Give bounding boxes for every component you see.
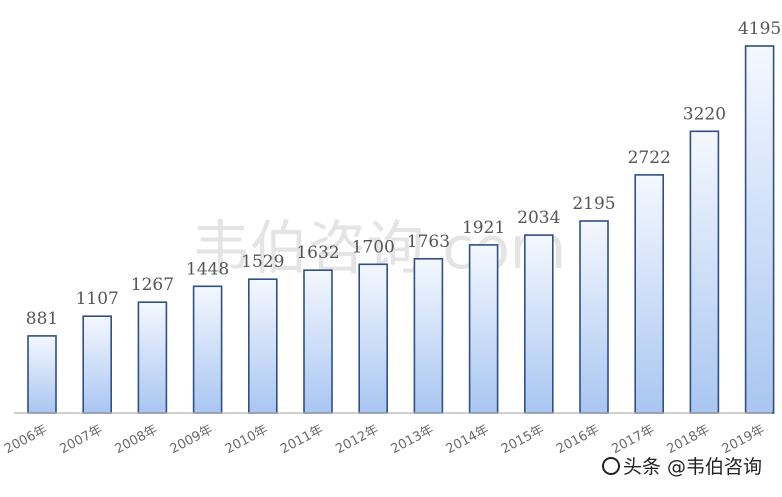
bar-2012年 <box>358 263 389 414</box>
bar-2008年 <box>137 301 168 414</box>
bar-2018年 <box>689 130 720 414</box>
x-tick-label: 2015年 <box>499 422 547 457</box>
value-label: 881 <box>26 309 58 329</box>
x-tick-label: 2013年 <box>389 422 437 457</box>
x-tick-label: 2006年 <box>2 422 50 457</box>
x-tick-label: 2018年 <box>665 422 713 457</box>
bar-2019年 <box>744 45 775 414</box>
x-tick-label: 2019年 <box>720 422 768 457</box>
value-label: 2722 <box>628 148 671 168</box>
value-label: 1267 <box>131 275 174 295</box>
x-tick-label: 2012年 <box>333 422 381 457</box>
value-label: 1529 <box>241 252 284 272</box>
source-logo-icon <box>602 457 620 475</box>
value-labels-group: 881 1107 1267 1448 1529 1632 1700 1763 1921 2034 2… <box>26 19 781 329</box>
value-label: 1921 <box>462 218 505 238</box>
x-tick-label: 2010年 <box>223 422 271 457</box>
x-tick-label: 2014年 <box>444 422 492 457</box>
x-tick-label: 2009年 <box>168 422 216 457</box>
value-label: 4195 <box>738 19 781 39</box>
value-label: 2195 <box>572 194 615 214</box>
bar-2015年 <box>523 234 554 414</box>
source-badge: 头条 @韦伯咨询 <box>602 456 762 478</box>
x-tick-label: 2011年 <box>278 422 326 457</box>
bars-group <box>27 45 775 414</box>
x-tick-label: 2016年 <box>554 422 602 457</box>
value-label: 1107 <box>76 289 119 309</box>
bar-2017年 <box>634 174 665 414</box>
bar-2006年 <box>27 335 57 414</box>
value-label: 1763 <box>407 232 450 252</box>
bar-2014年 <box>468 244 499 414</box>
x-tick-label: 2017年 <box>609 422 657 457</box>
bar-2007年 <box>82 315 112 414</box>
source-badge-text: 头条 @韦伯咨询 <box>623 456 762 478</box>
x-tick-label: 2007年 <box>57 422 105 457</box>
value-label: 1700 <box>352 237 395 257</box>
value-label: 1632 <box>296 243 339 263</box>
value-label: 1448 <box>186 259 229 279</box>
x-tick-label: 2008年 <box>113 422 161 457</box>
bar-2011年 <box>303 269 333 414</box>
value-label: 3220 <box>683 104 726 124</box>
bar-2009年 <box>192 285 223 414</box>
bar-2010年 <box>248 278 278 414</box>
bar-2016年 <box>579 220 609 414</box>
bar-2013年 <box>413 257 444 414</box>
value-label: 2034 <box>517 208 560 228</box>
x-tick-labels-group: 2006年 2007年 2008年 2009年 2010年 2011年 2012年 2013年… <box>2 422 767 457</box>
